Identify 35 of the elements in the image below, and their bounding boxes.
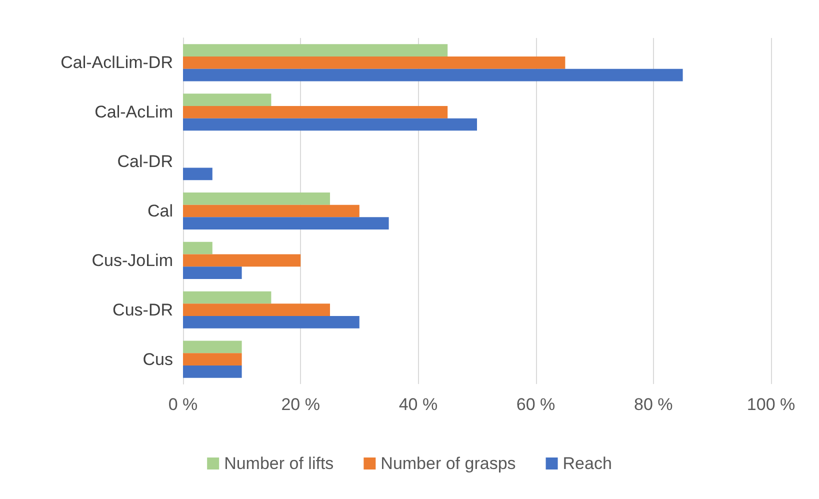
bar	[183, 254, 301, 267]
x-tick-label: 0 %	[168, 395, 198, 414]
bar	[183, 68, 683, 82]
y-tick-label: Cus	[142, 350, 173, 369]
y-tick-label: Cal-AcLim	[94, 102, 173, 122]
bar	[183, 118, 477, 131]
y-tick-label: Cal-DR	[117, 152, 173, 172]
bar	[183, 353, 242, 366]
bar	[183, 291, 272, 304]
y-tick-label: Cus-DR	[112, 300, 173, 320]
x-tick-label: 100 %	[746, 395, 796, 414]
x-tick-label: 40 %	[398, 395, 438, 414]
y-tick-label: Cal	[147, 202, 173, 220]
x-tick-label: 60 %	[516, 395, 556, 414]
bar	[183, 365, 242, 378]
bar	[183, 44, 448, 57]
bar	[183, 94, 272, 106]
legend-label: Reach	[562, 454, 612, 473]
y-tick-label: Cus-JoLim	[92, 250, 173, 270]
bar	[183, 204, 360, 218]
bar	[183, 304, 330, 316]
x-tick-label: 20 %	[281, 395, 320, 414]
x-tick-label: 80 %	[634, 395, 673, 414]
bar	[183, 217, 389, 230]
bar	[183, 106, 448, 118]
legend-label: Number of lifts	[224, 454, 334, 473]
bar	[183, 340, 242, 354]
bar	[183, 242, 212, 254]
bar	[183, 56, 566, 69]
bar	[183, 316, 360, 328]
legend-label: Number of grasps	[380, 454, 516, 473]
y-tick-label: Cal-AclLim-DR	[60, 53, 173, 72]
bar	[183, 168, 212, 180]
bar	[183, 266, 242, 279]
bar	[183, 192, 330, 205]
